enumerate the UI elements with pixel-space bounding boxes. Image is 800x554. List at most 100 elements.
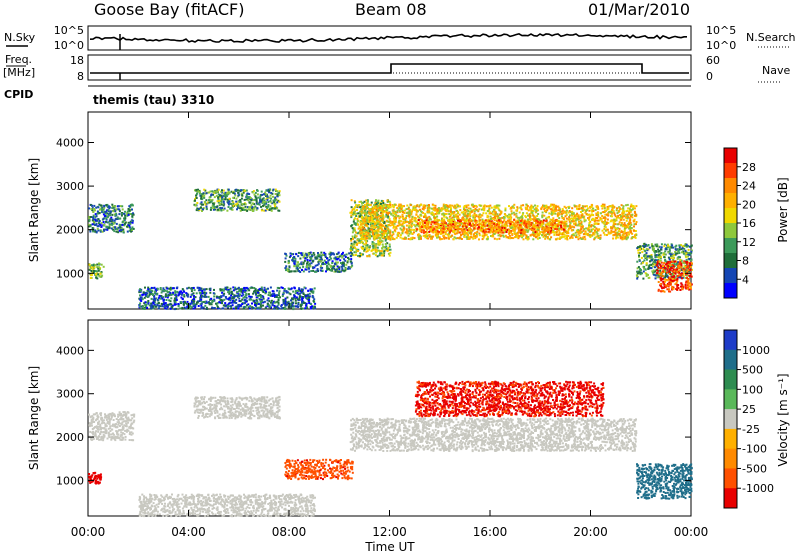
heatmap-cell	[621, 208, 624, 211]
heatmap-cell	[245, 189, 248, 192]
heatmap-cell	[512, 228, 515, 231]
heatmap-cell	[657, 289, 660, 292]
heatmap-cell	[212, 193, 215, 196]
heatmap-cell	[556, 227, 559, 230]
heatmap-cell	[382, 202, 385, 204]
heatmap-cell	[567, 211, 570, 214]
heatmap-cell	[612, 225, 615, 228]
heatmap-cell	[197, 208, 200, 210]
heatmap-cell	[512, 237, 515, 240]
heatmap-cell	[372, 232, 374, 234]
heatmap-cell	[672, 265, 675, 268]
heatmap-cell	[119, 226, 122, 229]
heatmap-cell	[270, 208, 273, 211]
heatmap-cell	[259, 199, 262, 202]
heatmap-cell	[592, 228, 595, 231]
heatmap-cell	[652, 246, 655, 249]
heatmap-cell	[565, 217, 568, 220]
heatmap-cell	[580, 223, 583, 226]
heatmap-cell	[95, 222, 98, 225]
heatmap-cell	[260, 209, 263, 212]
heatmap-cell	[380, 218, 383, 221]
heatmap-cell	[102, 213, 105, 216]
heatmap-cell	[438, 224, 441, 227]
heatmap-cell	[351, 235, 354, 238]
heatmap-cell	[368, 213, 371, 215]
heatmap-cell	[351, 247, 354, 250]
heatmap-cell	[205, 199, 208, 202]
heatmap-cell	[97, 229, 100, 232]
heatmap-cell	[432, 208, 435, 211]
heatmap-cell	[393, 203, 396, 206]
heatmap-cell	[499, 227, 502, 230]
heatmap-cell	[408, 224, 411, 227]
heatmap-cell	[92, 230, 95, 233]
heatmap-cell	[419, 213, 422, 216]
heatmap-cell	[635, 221, 638, 223]
heatmap-cell	[596, 235, 599, 238]
heatmap-cell	[276, 201, 279, 204]
heatmap-cell	[435, 231, 437, 233]
heatmap-cell	[631, 213, 634, 216]
heatmap-cell	[350, 239, 353, 242]
heatmap-cell	[372, 252, 375, 255]
heatmap-cell	[388, 245, 391, 248]
heatmap-cell	[217, 193, 220, 196]
heatmap-cell	[128, 224, 131, 227]
heatmap-cell	[223, 207, 226, 210]
heatmap-cell	[408, 216, 411, 219]
heatmap-cell	[571, 214, 574, 217]
heatmap-cell	[411, 215, 414, 218]
heatmap-cell	[611, 215, 614, 218]
heatmap-cell	[619, 235, 622, 238]
heatmap-cell	[599, 216, 602, 219]
heatmap-cell	[544, 210, 546, 213]
heatmap-cell	[607, 207, 610, 210]
heatmap-cell	[495, 204, 498, 207]
heatmap-cell	[619, 207, 621, 210]
heatmap-cell	[374, 254, 377, 257]
heatmap-cell	[529, 219, 532, 222]
heatmap-cell	[99, 224, 102, 227]
heatmap-cell	[478, 213, 481, 216]
heatmap-cell	[482, 212, 485, 215]
heatmap-cell	[452, 206, 455, 209]
heatmap-cell	[387, 207, 390, 209]
heatmap-cell	[522, 238, 525, 241]
heatmap-cell	[682, 275, 685, 278]
heatmap-cell	[411, 236, 414, 239]
heatmap-cell	[473, 210, 476, 213]
heatmap-cell	[620, 224, 623, 227]
heatmap-cell	[563, 235, 566, 238]
heatmap-cell	[380, 212, 383, 215]
heatmap-cell	[88, 217, 91, 220]
heatmap-cell	[481, 234, 484, 237]
heatmap-cell	[225, 195, 228, 198]
heatmap-cell	[128, 209, 131, 212]
heatmap-cell	[576, 217, 579, 220]
heatmap-cell	[572, 212, 575, 215]
heatmap-cell	[200, 194, 203, 197]
heatmap-cell	[393, 219, 396, 222]
heatmap-cell	[413, 223, 416, 226]
heatmap-cell	[381, 233, 383, 236]
heatmap-cell	[569, 236, 572, 239]
heatmap-cell	[377, 228, 380, 231]
heatmap-cell	[448, 229, 451, 232]
heatmap-cell	[371, 220, 374, 223]
heatmap-cell	[667, 265, 670, 268]
heatmap-cell	[88, 220, 91, 223]
heatmap-cell	[509, 230, 512, 233]
heatmap-cell	[662, 280, 665, 283]
heatmap-cell	[389, 251, 392, 254]
heatmap-cell	[458, 231, 461, 234]
heatmap-cell	[250, 204, 253, 207]
heatmap-cell	[405, 231, 408, 234]
heatmap-cell	[105, 217, 108, 220]
heatmap-cell	[442, 223, 445, 226]
heatmap-cell	[544, 237, 547, 240]
heatmap-cell	[600, 212, 602, 215]
heatmap-cell	[603, 233, 606, 236]
heatmap-cell	[466, 212, 469, 215]
heatmap-cell	[574, 215, 577, 217]
